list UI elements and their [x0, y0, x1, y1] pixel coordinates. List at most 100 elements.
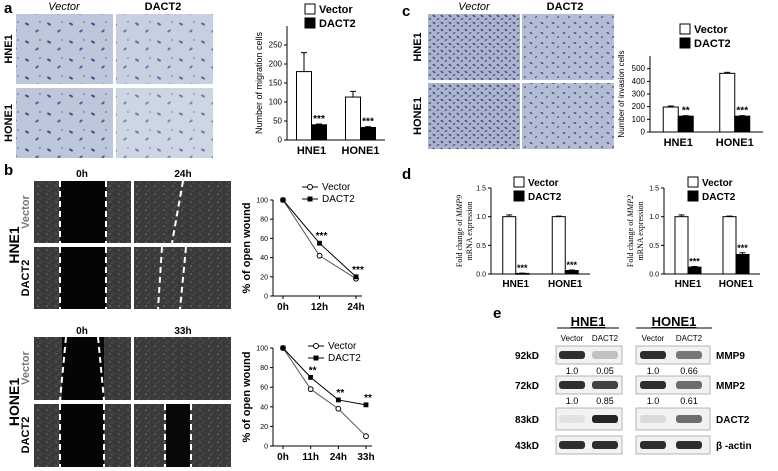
significance-label: ***: [316, 231, 328, 242]
legend-swatch: [687, 190, 699, 202]
y-axis-label: Fold change of MMP9: [455, 195, 464, 267]
blot-band: [640, 441, 666, 449]
legend-swatch: [687, 176, 699, 188]
y-axis-label: Number of migration cells: [254, 31, 264, 134]
data-point: [335, 397, 341, 403]
bar: [662, 106, 679, 133]
western-blot-rows: 92kD MMP9 1.0 0.05 1.0 0.66 72kD MMP2 1.0 0.85 1.0…: [515, 345, 752, 455]
significance-label: ***: [566, 260, 577, 270]
wound-edge: [157, 246, 163, 310]
panel-letter-a: a: [4, 0, 13, 17]
y-axis-label: mRNA expression: [465, 202, 474, 261]
significance-label: ***: [736, 106, 748, 117]
panel-b-bottom-header-33h: 33h: [174, 326, 191, 337]
panel-a-header-dact2: DACT2: [145, 1, 182, 13]
panel-b-hne1-row-vector: Vector: [20, 194, 32, 228]
x-tick-label: 11h: [302, 452, 319, 463]
panel-b-bottom-header-0h: 0h: [76, 326, 88, 337]
significance-label: ***: [313, 114, 325, 125]
blot-strip: [635, 435, 711, 455]
blot-band: [676, 441, 702, 449]
panel-letter-c: c: [402, 3, 410, 20]
blot-band: [592, 351, 618, 359]
y-tick-label: 200: [269, 60, 283, 69]
wound-edge: [59, 336, 67, 401]
bar: [564, 270, 579, 275]
y-tick-label: 60: [260, 236, 268, 243]
legend-swatch: [513, 190, 525, 202]
legend-label: DACT2: [702, 192, 736, 203]
y-tick-label: 60: [260, 385, 268, 392]
blot-band: [640, 381, 666, 389]
blot-band: [640, 415, 666, 423]
bar: [311, 124, 327, 141]
panel-a-row-hone1: HONE1: [3, 104, 15, 142]
data-point: [363, 433, 369, 440]
significance-label: **: [336, 388, 344, 399]
western-lane-label: Vector: [561, 334, 584, 343]
y-tick-label: 400: [632, 77, 646, 86]
panel-b-hone1-group: HONE1: [6, 378, 22, 426]
legend-label: Vector: [322, 182, 351, 193]
panel-c-row-hne1: HNE1: [412, 32, 424, 61]
y-axis-label: Fold change of MMP2: [626, 195, 635, 267]
legend-label: Vector: [328, 341, 357, 352]
y-tick-label: 80: [260, 365, 268, 372]
bar: [734, 115, 751, 133]
y-tick-label: 0.0: [649, 272, 659, 279]
x-category-label: HNE1: [675, 279, 702, 290]
panel-b-hone1-vector-33h: [134, 337, 231, 400]
y-axis-label: % of open wound: [241, 351, 253, 442]
legend-marker: [307, 196, 313, 202]
x-category-label: HONE1: [719, 279, 754, 290]
x-category-label: HONE1: [716, 137, 754, 149]
panel-c-hne1-vector-image: [428, 14, 520, 80]
panel-c-hone1-dact2-image: [522, 83, 614, 149]
x-tick-label: 0h: [277, 452, 289, 463]
western-protein-label: β -actin: [716, 441, 752, 452]
x-category-label: HONE1: [548, 279, 583, 290]
y-tick-label: 20: [260, 424, 268, 431]
blot-strip: [555, 435, 623, 455]
western-kd-label: 43kD: [515, 441, 539, 452]
panel-b-wound-images: 0h 24h Vector DACT2 HNE1 0h 33h Vector: [6, 169, 231, 467]
bar: [296, 71, 312, 141]
chart-mmp9-mrna: 0.0 0.5 1.0 1.5 HNE1 *** HONE1 *** Fold change o…: [455, 176, 590, 290]
panel-e-western-blot: HNE1 HONE1 Vector DACT2 Vector DACT2 92k…: [515, 314, 752, 455]
legend-swatch: [513, 176, 525, 188]
panel-letter-e: e: [493, 305, 501, 322]
y-tick-label: 100: [256, 346, 268, 353]
bar: [722, 216, 737, 275]
y-axis-label: % of open wound: [241, 202, 253, 293]
chart-mmp2-mrna: 0.0 0.5 1.0 1.5 HNE1 *** HONE1 *** Fold change o…: [626, 176, 760, 290]
x-tick-label: 24h: [330, 452, 347, 463]
blot-strip: [635, 345, 711, 365]
y-axis-label: mRNA expression: [636, 202, 645, 261]
legend-swatch: [304, 17, 316, 29]
legend-label: DACT2: [328, 353, 361, 364]
x-category-label: HNE1: [502, 279, 529, 290]
wound-edge: [97, 336, 105, 401]
bar: [345, 96, 361, 141]
blot-strip: [555, 407, 623, 431]
significance-label: ***: [737, 243, 748, 253]
y-tick-label: 0.5: [476, 243, 486, 250]
western-quant-label: 1.0: [647, 366, 660, 376]
y-tick-label: 200: [632, 102, 646, 111]
data-point: [353, 274, 359, 280]
y-tick-label: 0: [278, 136, 283, 145]
y-axis-label: Number of invasion cells: [617, 50, 626, 137]
blot-band: [592, 415, 618, 423]
panel-b-top-header-24h: 24h: [174, 169, 191, 180]
western-quant-label: 1.0: [566, 396, 579, 406]
y-tick-label: 50: [273, 117, 282, 126]
significance-label: **: [682, 106, 690, 117]
blot-strip: [635, 407, 711, 431]
legend-label: DACT2: [322, 194, 355, 205]
wound-gap: [60, 404, 104, 467]
bar: [360, 126, 376, 141]
panel-c-hone1-vector-image: [428, 83, 520, 149]
western-protein-label: MMP2: [716, 381, 745, 392]
legend-marker: [313, 355, 319, 361]
legend-label: DACT2: [528, 192, 562, 203]
